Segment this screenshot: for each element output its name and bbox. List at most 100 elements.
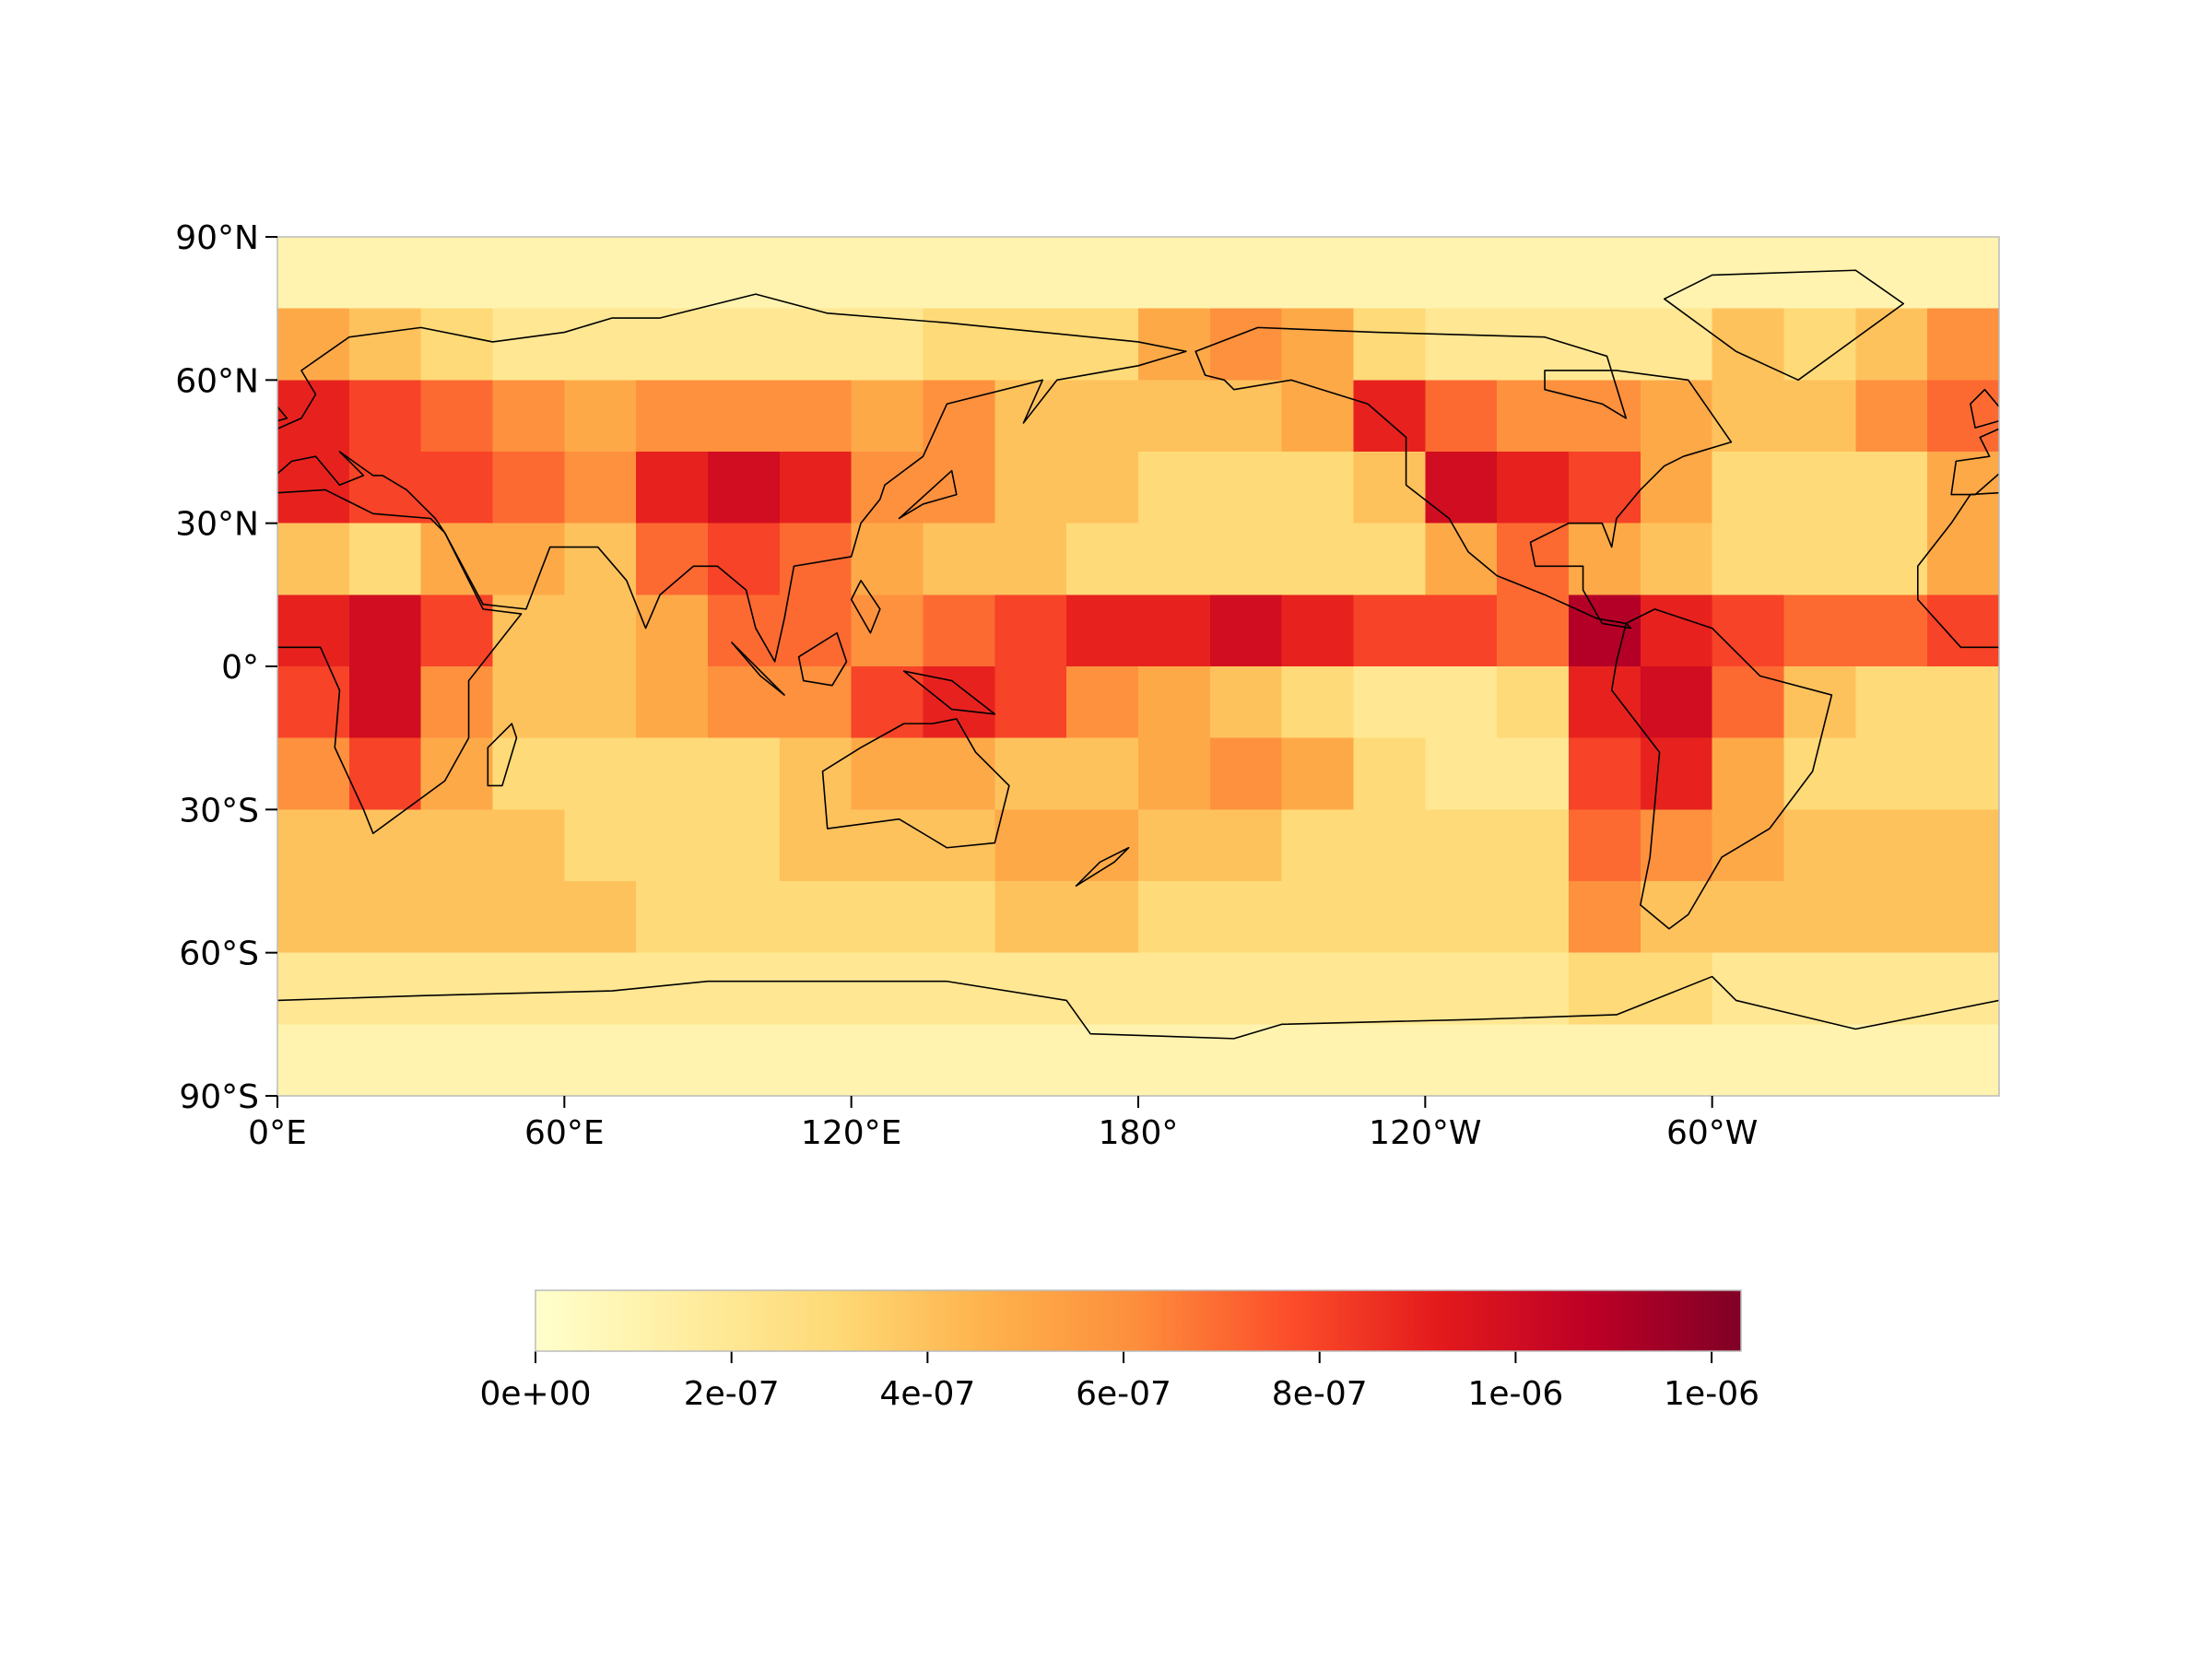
cell [994, 881, 1067, 954]
cell [1640, 523, 1713, 595]
cell [1712, 952, 1784, 1025]
cell [1425, 952, 1498, 1025]
cell [1066, 952, 1139, 1025]
coastlines [196, 270, 2000, 1039]
cell [1353, 666, 1426, 739]
cell [348, 594, 422, 667]
cell [1927, 1024, 2000, 1097]
coast-set [196, 270, 1999, 1039]
south-america [1612, 609, 1832, 929]
y-tick-label: 90°S [179, 1078, 259, 1116]
cell [1353, 452, 1426, 524]
cell [923, 308, 995, 381]
cell [1209, 594, 1283, 667]
cell [348, 881, 422, 954]
cell [923, 594, 995, 667]
cell [636, 594, 709, 667]
cell [1640, 737, 1713, 810]
cell [708, 452, 781, 524]
cell [851, 237, 924, 310]
cell [1138, 952, 1211, 1025]
cell [1281, 809, 1354, 882]
cell [348, 809, 422, 882]
cell [564, 737, 637, 810]
cell [636, 237, 709, 310]
cell [564, 308, 637, 381]
cell [1281, 452, 1354, 524]
cell [348, 952, 422, 1025]
cell [1209, 1024, 1283, 1097]
x-tick-label: 60°W [1666, 1114, 1758, 1152]
cell [277, 881, 350, 954]
cell [851, 380, 924, 453]
colorbar-tick-label: 2e-07 [684, 1375, 780, 1413]
cell [1353, 523, 1426, 595]
cell [492, 737, 565, 810]
cell [492, 809, 565, 882]
cell [1209, 881, 1283, 954]
cell [1425, 452, 1498, 524]
cell [779, 452, 853, 524]
cell [1281, 380, 1354, 453]
cell [1066, 523, 1139, 595]
x-tick-label: 0°E [248, 1114, 307, 1152]
cell [1138, 881, 1211, 954]
cell [420, 809, 493, 882]
cell [1497, 237, 1570, 310]
cell [1855, 952, 1928, 1025]
cell [564, 380, 637, 453]
cell [1855, 237, 1928, 310]
cell [492, 1024, 565, 1097]
cell [779, 737, 853, 810]
cell [1497, 881, 1570, 954]
cell [1281, 952, 1354, 1025]
cell [420, 452, 493, 524]
cell [564, 952, 637, 1025]
cell [1425, 237, 1498, 310]
colorbar-tick-label: 4e-07 [879, 1375, 975, 1413]
cell [923, 809, 995, 882]
eurasia [229, 294, 1186, 662]
cell [1353, 952, 1426, 1025]
cell [564, 809, 637, 882]
cell [1138, 237, 1211, 310]
cell [708, 308, 781, 381]
cell [923, 666, 995, 739]
cell [1138, 523, 1211, 595]
cell [1927, 809, 2000, 882]
cell [1569, 1024, 1641, 1097]
cell [779, 881, 853, 954]
cell [420, 737, 493, 810]
y-tick-label: 30°N [175, 506, 259, 544]
cell [1066, 594, 1139, 667]
cell [923, 380, 995, 453]
cell [1927, 737, 2000, 810]
cell [1927, 594, 2000, 667]
cell [708, 881, 781, 954]
cell [779, 594, 853, 667]
islands [249, 390, 1129, 886]
cell [1425, 737, 1498, 810]
cell [708, 380, 781, 453]
cell [1066, 380, 1139, 453]
cell [636, 881, 709, 954]
cell [1138, 737, 1211, 810]
cell [1353, 380, 1426, 453]
cell [1066, 1024, 1139, 1097]
cell [1927, 523, 2000, 595]
cell [1066, 809, 1139, 882]
cell [1425, 881, 1498, 954]
cell [994, 952, 1067, 1025]
cell [1855, 881, 1928, 954]
cell [1927, 452, 2000, 524]
cell [1855, 1024, 1928, 1097]
x-tick-label: 60°E [524, 1114, 605, 1152]
cell [1783, 308, 1856, 381]
cell [1569, 452, 1641, 524]
cell [1712, 523, 1784, 595]
cell [636, 308, 709, 381]
cell [1138, 594, 1211, 667]
cell [1712, 1024, 1784, 1097]
cell [492, 308, 565, 381]
cell [1497, 952, 1570, 1025]
